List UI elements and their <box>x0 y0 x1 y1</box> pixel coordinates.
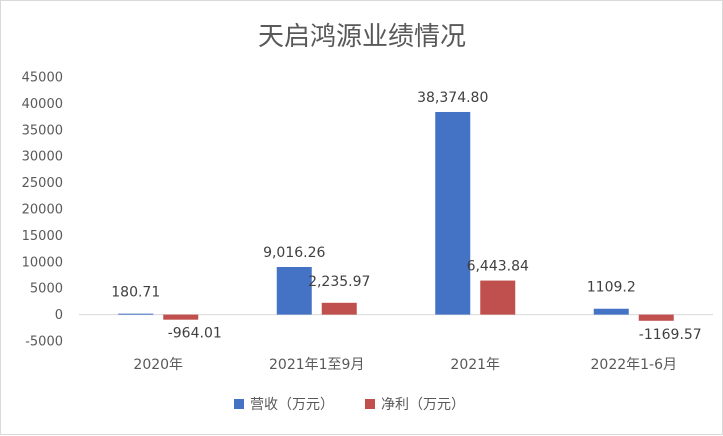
y-tick-label: 35000 <box>22 123 63 138</box>
data-label: 9,016.26 <box>263 245 325 261</box>
data-label: 2,235.97 <box>308 274 370 290</box>
y-tick-label: 40000 <box>22 97 63 112</box>
data-label: -1169.57 <box>639 327 702 343</box>
y-tick-label: 15000 <box>22 229 63 244</box>
y-tick-label: 30000 <box>22 150 63 165</box>
y-tick-label: 0 <box>55 308 63 323</box>
legend-label: 净利（万元） <box>381 397 465 413</box>
y-tick-label: 10000 <box>22 255 63 270</box>
x-axis-categories: 2020年 2021年1至9月 2021年 2022年1-6月 <box>133 357 677 373</box>
bar-revenue <box>276 266 312 315</box>
bar-net-profit <box>638 314 674 321</box>
x-category-label: 2022年1-6月 <box>591 357 678 373</box>
x-category-label: 2021年 <box>450 357 500 373</box>
data-label: -964.01 <box>168 326 222 342</box>
bar-revenue <box>593 308 629 315</box>
chart-title: 天启鸿源业绩情况 <box>258 22 466 52</box>
data-label: 6,443.84 <box>467 259 529 275</box>
y-tick-label: 20000 <box>22 203 63 218</box>
y-axis: 45000 40000 35000 30000 25000 20000 15000 10000… <box>22 71 63 350</box>
bar-net-profit <box>480 280 516 315</box>
y-tick-label: 45000 <box>22 71 63 86</box>
legend-label: 营收（万元） <box>250 397 334 413</box>
y-tick-label: 25000 <box>22 176 63 191</box>
legend: 营收（万元） 净利（万元） <box>234 397 465 413</box>
data-labels: 180.71 -964.01 9,016.26 2,235.97 38,374.80 6,… <box>111 90 701 343</box>
x-category-label: 2021年1至9月 <box>269 357 364 373</box>
bar-net-profit <box>163 314 199 320</box>
bar-revenue <box>435 111 471 315</box>
y-tick-label: 5000 <box>30 282 63 297</box>
data-label: 180.71 <box>111 285 160 301</box>
x-category-label: 2020年 <box>133 357 183 373</box>
bar-group <box>118 111 674 321</box>
legend-swatch <box>234 399 244 409</box>
legend-swatch <box>365 399 375 409</box>
y-tick-label: -5000 <box>25 335 63 350</box>
bar-net-profit <box>321 302 357 315</box>
data-label: 38,374.80 <box>417 90 488 106</box>
data-label: 1109.2 <box>587 280 636 296</box>
bar-revenue <box>118 313 154 315</box>
